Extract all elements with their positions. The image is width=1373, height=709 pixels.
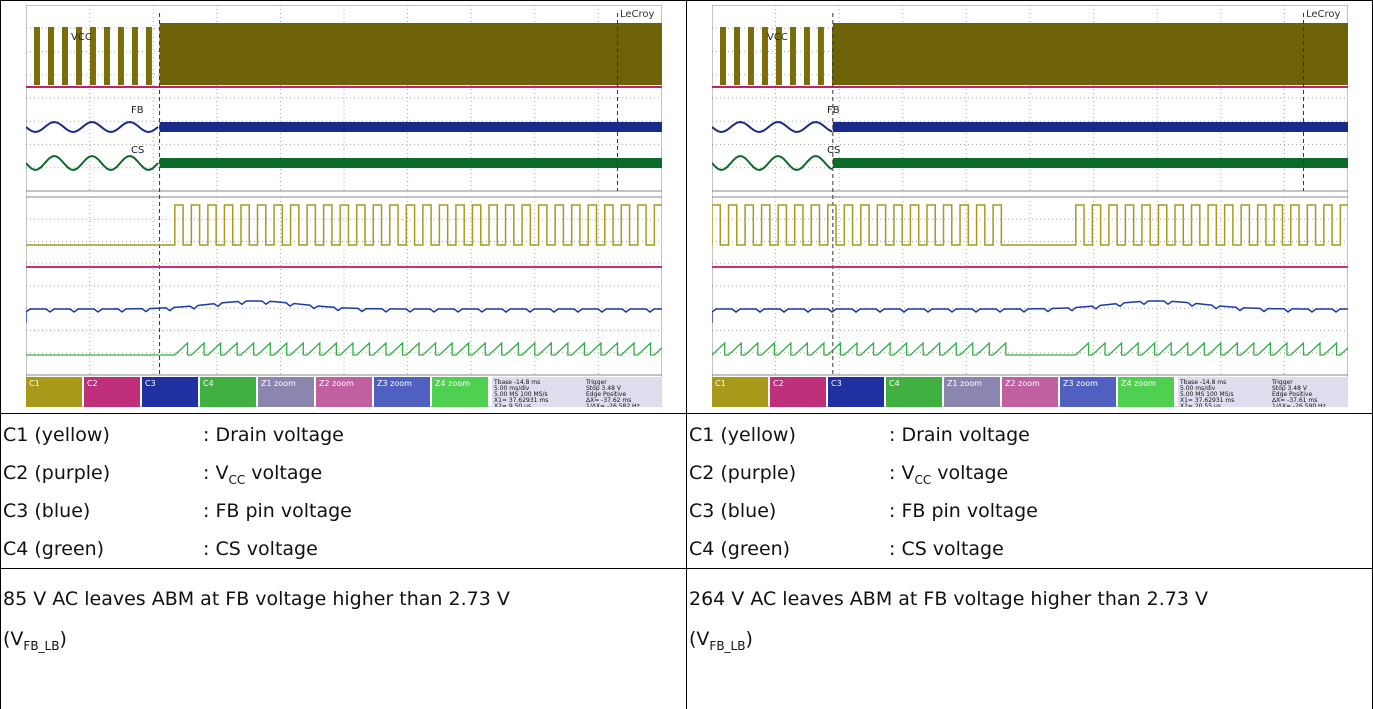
- drain-burst: [103, 27, 109, 85]
- channel-title: Z3 zoom: [1063, 379, 1098, 388]
- channel-name: C1 (yellow): [3, 416, 203, 454]
- scope-screenshot: VCC FB CS LeCroy C1 C2 C3 C4 Z1 zoom Z2 zoom Z3 zo…: [712, 5, 1348, 407]
- legend-row: C4 (green): CS voltage: [689, 530, 1372, 568]
- drain-burst: [747, 27, 753, 85]
- channel-title: C1: [29, 379, 40, 388]
- channel-title: C4: [203, 379, 214, 388]
- legend-row: C1 (yellow): Drain voltage: [3, 416, 686, 454]
- trace-label: CS: [827, 145, 840, 156]
- channel-description: CC: [228, 473, 245, 487]
- channel-name: C2 (purple): [689, 454, 889, 492]
- caption-text: (V: [689, 628, 709, 650]
- caption-cell: 264 V AC leaves ABM at FB voltage higher…: [687, 569, 1373, 709]
- timebase-text: X2= 9.50 µs: [494, 403, 531, 407]
- brand: LeCroy: [1306, 9, 1341, 20]
- drain-burst: [733, 27, 739, 85]
- channel-title: Z4 zoom: [435, 379, 470, 388]
- caption-text: ): [59, 628, 66, 650]
- legend-cell: C1 (yellow): Drain voltageC2 (purple): V…: [687, 414, 1373, 569]
- caption-text: (V: [3, 628, 23, 650]
- fb-trace-band: [832, 122, 1347, 132]
- channel-name: C3 (blue): [689, 492, 889, 530]
- scope-cell: VCC FB CS LeCroy C1 C2 C3 C4 Z1 zoom Z2 zoom Z3 zo…: [687, 1, 1373, 414]
- page: VCC FB CS LeCroy C1 C2 C3 C4 Z1 zoom Z2 zoom Z3 zo…: [0, 0, 1373, 709]
- channel-name: C4 (green): [3, 530, 203, 568]
- cs-trace-band: [159, 158, 661, 168]
- channel-description: voltage: [931, 462, 1008, 484]
- brand: LeCroy: [620, 9, 655, 20]
- cs-trace-band: [832, 158, 1347, 168]
- legend-row: C3 (blue): FB pin voltage: [689, 492, 1372, 530]
- drain-burst: [720, 27, 726, 85]
- drain-burst: [817, 27, 823, 85]
- channel-description: : Drain voltage: [889, 424, 1030, 446]
- trigger-text: 1/ΔX= -26.582 Hz: [586, 403, 640, 407]
- caption-subscript: FB_LB: [709, 639, 745, 653]
- channel-title: Z3 zoom: [377, 379, 412, 388]
- channel-name: C3 (blue): [3, 492, 203, 530]
- channel-title: C2: [87, 379, 98, 388]
- trace-label: FB: [827, 105, 840, 116]
- channel-description: : FB pin voltage: [889, 500, 1038, 522]
- channel-title: Z4 zoom: [1121, 379, 1156, 388]
- channel-description: voltage: [245, 462, 322, 484]
- legend-row: C1 (yellow): Drain voltage: [689, 416, 1372, 454]
- channel-title: C2: [773, 379, 784, 388]
- figure-table: VCC FB CS LeCroy C1 C2 C3 C4 Z1 zoom Z2 zoom Z3 zo…: [0, 0, 1373, 709]
- drain-burst: [789, 27, 795, 85]
- channel-description: : FB pin voltage: [203, 500, 352, 522]
- legend-cell: C1 (yellow): Drain voltageC2 (purple): V…: [1, 414, 687, 569]
- trace-label: VCC: [767, 32, 788, 43]
- channel-title: C3: [831, 379, 842, 388]
- channel-description: : CS voltage: [203, 538, 318, 560]
- trace-label: VCC: [71, 32, 92, 43]
- drain-burst: [131, 27, 137, 85]
- trace-label: FB: [131, 105, 144, 116]
- channel-description: : V: [889, 462, 914, 484]
- channel-title: Z1 zoom: [947, 379, 982, 388]
- fb-trace-band: [159, 122, 661, 132]
- channel-description: : CS voltage: [889, 538, 1004, 560]
- channel-description: : V: [203, 462, 228, 484]
- scope-screenshot: VCC FB CS LeCroy C1 C2 C3 C4 Z1 zoom Z2 zoom Z3 zo…: [26, 5, 662, 407]
- caption-cell: 85 V AC leaves ABM at FB voltage higher …: [1, 569, 687, 709]
- channel-description: : Drain voltage: [203, 424, 344, 446]
- caption-text: 85 V AC leaves ABM at FB voltage higher …: [3, 588, 510, 610]
- legend-row: C3 (blue): FB pin voltage: [3, 492, 686, 530]
- channel-title: Z2 zoom: [1005, 379, 1040, 388]
- timebase-text: X2= 20.55 µs: [1180, 403, 1221, 407]
- trigger-text: 1/ΔX= -26.590 Hz: [1272, 403, 1326, 407]
- channel-title: Z2 zoom: [319, 379, 354, 388]
- legend-row: C2 (purple): VCC voltage: [689, 454, 1372, 492]
- channel-name: C4 (green): [689, 530, 889, 568]
- channel-name: C1 (yellow): [689, 416, 889, 454]
- caption-text: 264 V AC leaves ABM at FB voltage higher…: [689, 588, 1208, 610]
- caption-subscript: FB_LB: [23, 639, 59, 653]
- drain-burst: [145, 27, 151, 85]
- legend-row: C2 (purple): VCC voltage: [3, 454, 686, 492]
- channel-description: CC: [914, 473, 931, 487]
- drain-burst: [61, 27, 67, 85]
- drain-band: [832, 23, 1347, 85]
- caption-text: ): [745, 628, 752, 650]
- channel-title: C3: [145, 379, 156, 388]
- trace-label: CS: [131, 145, 144, 156]
- channel-title: C1: [715, 379, 726, 388]
- drain-burst: [117, 27, 123, 85]
- drain-band: [159, 23, 661, 85]
- drain-burst: [47, 27, 53, 85]
- drain-burst: [34, 27, 40, 85]
- channel-title: Z1 zoom: [261, 379, 296, 388]
- channel-name: C2 (purple): [3, 454, 203, 492]
- drain-burst: [803, 27, 809, 85]
- channel-title: C4: [889, 379, 900, 388]
- legend-row: C4 (green): CS voltage: [3, 530, 686, 568]
- scope-cell: VCC FB CS LeCroy C1 C2 C3 C4 Z1 zoom Z2 zoom Z3 zo…: [1, 1, 687, 414]
